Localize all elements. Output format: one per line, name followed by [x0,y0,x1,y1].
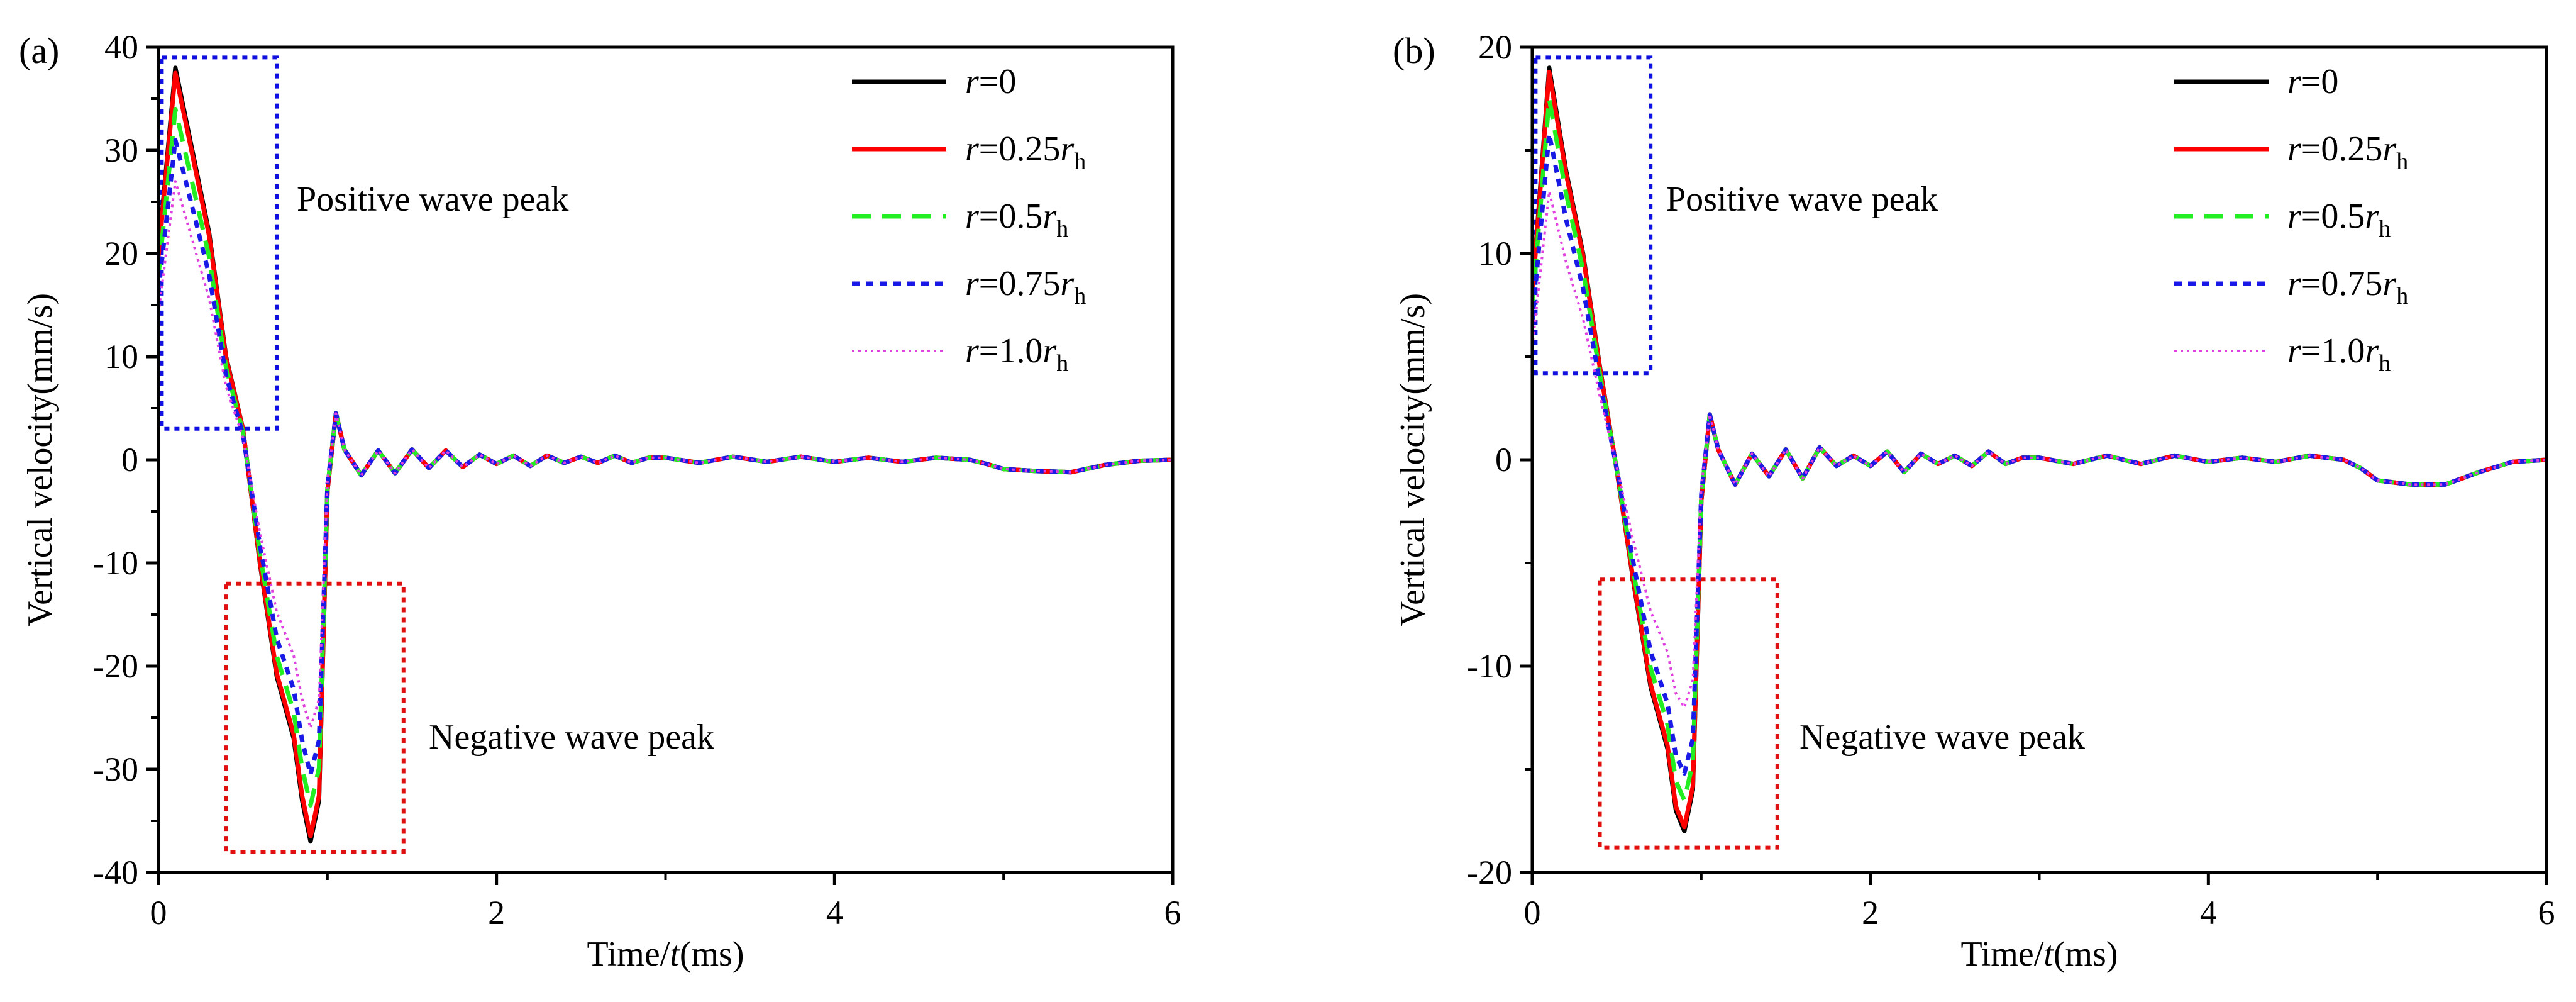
y-tick-label: 0 [121,441,138,479]
positive-peak-box [160,55,279,431]
negative-peak-label: Negative wave peak [429,718,714,757]
y-tick-label: -10 [1467,647,1512,685]
legend-entry: r=0.25rh [965,130,1086,175]
positive-peak-label: Positive wave peak [1666,180,1938,219]
legend: r=0 r=0.25rh r=0.5rh r=0.75rh r=1.0rh [852,62,1086,377]
legend-entry: r=0.75rh [965,264,1086,309]
positive-peak-box [1534,55,1653,376]
x-axis-label: Time/t(ms) [587,935,744,974]
legend-entry: r=1.0rh [2287,331,2391,377]
y-tick-label: -10 [93,544,138,582]
positive-peak-label: Positive wave peak [297,180,568,219]
y-axis-label: Vertical velocity(mm/s) [1393,293,1432,626]
x-tick-label: 6 [1164,894,1181,932]
x-axis-label: Time/t(ms) [1961,935,2118,974]
chart-panel-b: (b) 0 2 4 6 -20 -10 0 10 20 Time/t(ms) Vertical vel… [1393,28,2555,974]
y-tick-label: 0 [1495,441,1512,479]
x-tick-label: 4 [826,894,843,932]
x-tick-label: 2 [1862,894,1879,932]
legend: r=0 r=0.25rh r=0.5rh r=0.75rh r=1.0rh [2174,62,2408,377]
y-tick-label: -30 [93,750,138,788]
legend-entry: r=0.75rh [2287,264,2408,309]
x-tick-label: 0 [1524,894,1541,932]
legend-entry: r=0 [2287,62,2338,101]
legend-entry: r=0.25rh [2287,130,2408,175]
y-tick-label: -20 [93,647,138,685]
y-tick-label: -20 [1467,854,1512,891]
y-tick-label: 10 [1478,235,1512,272]
panel-label: (a) [19,30,59,71]
legend-entry: r=0 [965,62,1016,101]
series-line-2 [1532,96,2546,803]
chart-panel-a: (a) 0 2 4 6 -40 -30 -20 -10 0 10 20 30 40 Time/t(ms) Ve… [19,28,1181,974]
x-tick-label: 6 [2538,894,2555,932]
legend-entry: r=1.0rh [965,331,1068,377]
y-tick-label: 10 [104,338,138,376]
x-tick-label: 4 [2200,894,2217,932]
series-line-2 [158,106,1173,808]
negative-peak-box [224,581,406,854]
panel-label: (b) [1393,30,1435,71]
legend-entry: r=0.5rh [965,197,1068,242]
x-tick-label: 0 [150,894,167,932]
y-tick-label: 30 [104,131,138,169]
y-tick-label: 20 [1478,28,1512,66]
x-tick-label: 2 [488,894,505,932]
series-line-4 [158,180,1173,730]
series-line-3 [1532,131,2546,776]
legend-entry: r=0.5rh [2287,197,2391,242]
y-tick-label: 40 [104,28,138,66]
y-tick-label: -40 [93,854,138,891]
series-line-3 [158,138,1173,777]
y-axis-label: Vertical velocity(mm/s) [21,293,60,626]
negative-peak-box [1598,577,1779,850]
series-group [1532,65,2546,833]
series-group [158,65,1173,844]
negative-peak-label: Negative wave peak [1799,718,2085,757]
y-tick-label: 20 [104,235,138,272]
